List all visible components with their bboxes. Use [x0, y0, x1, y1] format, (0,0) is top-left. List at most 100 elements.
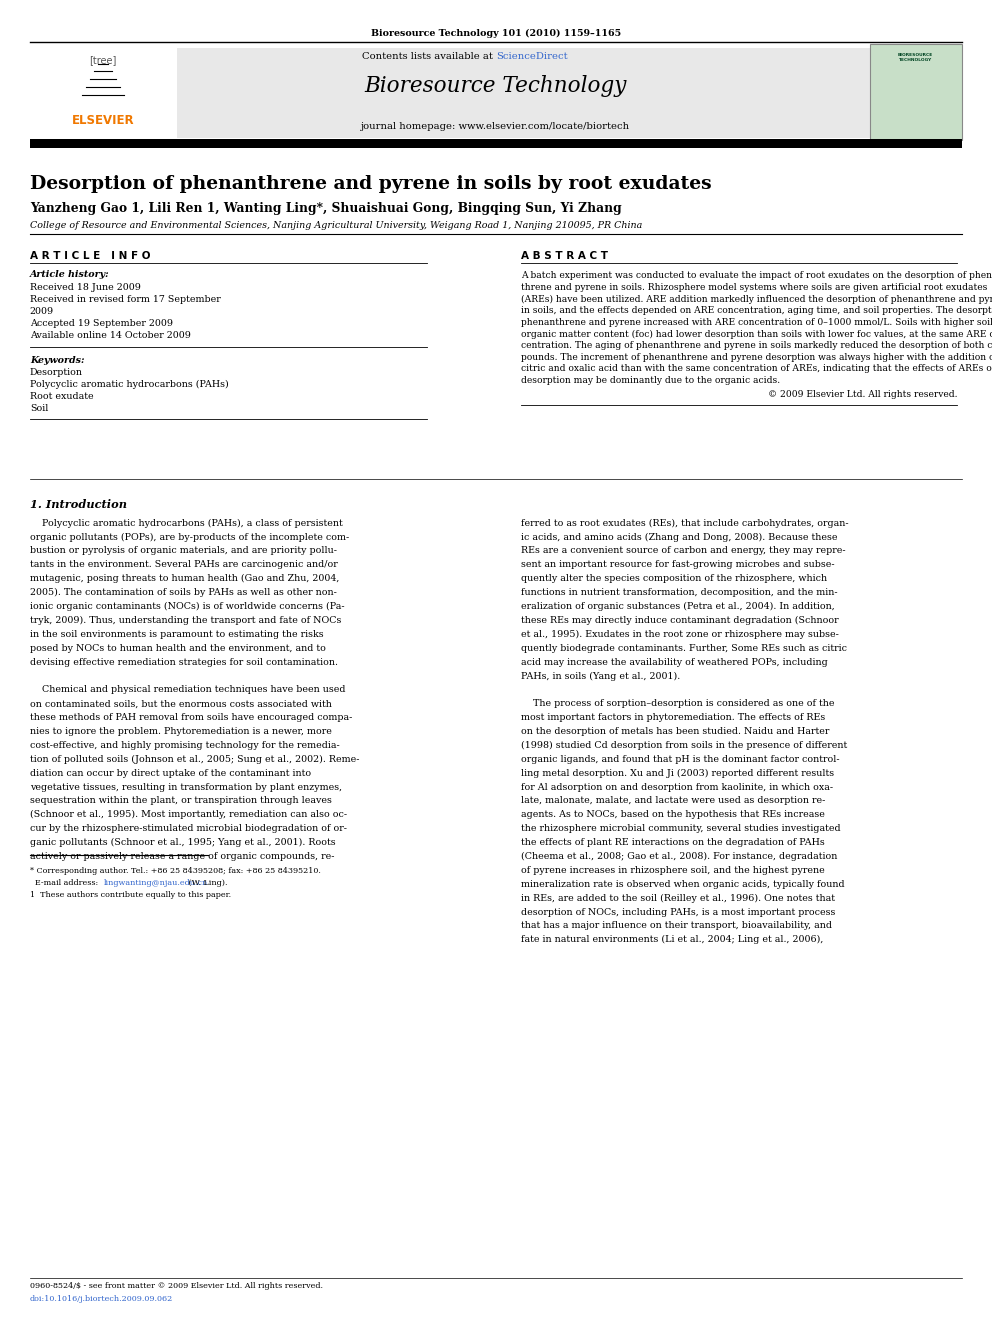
Text: in the soil environments is paramount to estimating the risks: in the soil environments is paramount to…	[30, 630, 323, 639]
Text: doi:10.1016/j.biortech.2009.09.062: doi:10.1016/j.biortech.2009.09.062	[30, 1295, 173, 1303]
Text: vegetative tissues, resulting in transformation by plant enzymes,: vegetative tissues, resulting in transfo…	[30, 782, 342, 791]
Text: organic pollutants (POPs), are by-products of the incomplete com-: organic pollutants (POPs), are by-produc…	[30, 532, 349, 541]
FancyBboxPatch shape	[30, 139, 962, 148]
Text: Bioresource Technology: Bioresource Technology	[365, 75, 627, 98]
Text: Available online 14 October 2009: Available online 14 October 2009	[30, 331, 190, 340]
Text: 2009: 2009	[30, 307, 54, 316]
Text: agents. As to NOCs, based on the hypothesis that REs increase: agents. As to NOCs, based on the hypothe…	[521, 810, 824, 819]
FancyBboxPatch shape	[30, 48, 177, 138]
Text: citric and oxalic acid than with the same concentration of AREs, indicating that: citric and oxalic acid than with the sam…	[521, 364, 992, 373]
Text: acid may increase the availability of weathered POPs, including: acid may increase the availability of we…	[521, 658, 827, 667]
Text: Keywords:: Keywords:	[30, 356, 84, 365]
Text: 1. Introduction: 1. Introduction	[30, 499, 127, 509]
Text: Desorption of phenanthrene and pyrene in soils by root exudates: Desorption of phenanthrene and pyrene in…	[30, 175, 711, 193]
Text: in REs, are added to the soil (Reilley et al., 1996). One notes that: in REs, are added to the soil (Reilley e…	[521, 893, 835, 902]
Text: cur by the rhizosphere-stimulated microbial biodegradation of or-: cur by the rhizosphere-stimulated microb…	[30, 824, 347, 833]
Text: Polycyclic aromatic hydrocarbons (PAHs): Polycyclic aromatic hydrocarbons (PAHs)	[30, 380, 228, 389]
Text: quently alter the species composition of the rhizosphere, which: quently alter the species composition of…	[521, 574, 827, 583]
Text: tryk, 2009). Thus, understanding the transport and fate of NOCs: tryk, 2009). Thus, understanding the tra…	[30, 615, 341, 624]
Text: for Al adsorption on and desorption from kaolinite, in which oxa-: for Al adsorption on and desorption from…	[521, 782, 833, 791]
Text: posed by NOCs to human health and the environment, and to: posed by NOCs to human health and the en…	[30, 643, 325, 652]
Text: the rhizosphere microbial community, several studies investigated: the rhizosphere microbial community, sev…	[521, 824, 840, 833]
Text: on the desorption of metals has been studied. Naidu and Harter: on the desorption of metals has been stu…	[521, 726, 829, 736]
Text: * Corresponding author. Tel.: +86 25 84395208; fax: +86 25 84395210.: * Corresponding author. Tel.: +86 25 843…	[30, 867, 320, 876]
Text: Yanzheng Gao 1, Lili Ren 1, Wanting Ling*, Shuaishuai Gong, Bingqing Sun, Yi Zha: Yanzheng Gao 1, Lili Ren 1, Wanting Ling…	[30, 202, 622, 216]
Text: ic acids, and amino acids (Zhang and Dong, 2008). Because these: ic acids, and amino acids (Zhang and Don…	[521, 532, 837, 541]
Text: these REs may directly induce contaminant degradation (Schnoor: these REs may directly induce contaminan…	[521, 615, 838, 624]
Text: (W. Ling).: (W. Ling).	[186, 878, 228, 888]
Text: Chemical and physical remediation techniques have been used: Chemical and physical remediation techni…	[30, 685, 345, 695]
Text: Bioresource Technology 101 (2010) 1159–1165: Bioresource Technology 101 (2010) 1159–1…	[371, 29, 621, 38]
Text: of pyrene increases in rhizosphere soil, and the highest pyrene: of pyrene increases in rhizosphere soil,…	[521, 865, 824, 875]
Text: on contaminated soils, but the enormous costs associated with: on contaminated soils, but the enormous …	[30, 699, 331, 708]
Text: A batch experiment was conducted to evaluate the impact of root exudates on the : A batch experiment was conducted to eval…	[521, 271, 992, 280]
Text: lingwanting@njau.edu.cn: lingwanting@njau.edu.cn	[104, 878, 208, 888]
Text: College of Resource and Environmental Sciences, Nanjing Agricultural University,: College of Resource and Environmental Sc…	[30, 221, 642, 230]
Text: ScienceDirect: ScienceDirect	[496, 52, 567, 61]
Text: sequestration within the plant, or transpiration through leaves: sequestration within the plant, or trans…	[30, 796, 331, 806]
Text: phenanthrene and pyrene increased with ARE concentration of 0–1000 mmol/L. Soils: phenanthrene and pyrene increased with A…	[521, 318, 992, 327]
Text: (AREs) have been utilized. ARE addition markedly influenced the desorption of ph: (AREs) have been utilized. ARE addition …	[521, 295, 992, 303]
Text: in soils, and the effects depended on ARE concentration, aging time, and soil pr: in soils, and the effects depended on AR…	[521, 306, 992, 315]
Text: tion of polluted soils (Johnson et al., 2005; Sung et al., 2002). Reme-: tion of polluted soils (Johnson et al., …	[30, 754, 359, 763]
Text: most important factors in phytoremediation. The effects of REs: most important factors in phytoremediati…	[521, 713, 825, 722]
Text: [tree]: [tree]	[89, 56, 117, 66]
Text: Received in revised form 17 September: Received in revised form 17 September	[30, 295, 220, 304]
Text: diation can occur by direct uptake of the contaminant into: diation can occur by direct uptake of th…	[30, 769, 310, 778]
Text: Received 18 June 2009: Received 18 June 2009	[30, 283, 141, 292]
Text: journal homepage: www.elsevier.com/locate/biortech: journal homepage: www.elsevier.com/locat…	[361, 122, 631, 131]
Text: ionic organic contaminants (NOCs) is of worldwide concerns (Pa-: ionic organic contaminants (NOCs) is of …	[30, 602, 344, 611]
Text: BIORESOURCE
TECHNOLOGY: BIORESOURCE TECHNOLOGY	[898, 53, 933, 62]
Text: et al., 1995). Exudates in the root zone or rhizosphere may subse-: et al., 1995). Exudates in the root zone…	[521, 630, 838, 639]
Text: these methods of PAH removal from soils have encouraged compa-: these methods of PAH removal from soils …	[30, 713, 352, 722]
Text: mutagenic, posing threats to human health (Gao and Zhu, 2004,: mutagenic, posing threats to human healt…	[30, 574, 339, 583]
Text: ELSEVIER: ELSEVIER	[71, 114, 135, 127]
Text: Article history:: Article history:	[30, 270, 109, 279]
Text: E-mail address:: E-mail address:	[30, 878, 100, 888]
Text: Polycyclic aromatic hydrocarbons (PAHs), a class of persistent: Polycyclic aromatic hydrocarbons (PAHs),…	[30, 519, 342, 528]
Text: functions in nutrient transformation, decomposition, and the min-: functions in nutrient transformation, de…	[521, 587, 837, 597]
Text: desorption may be dominantly due to the organic acids.: desorption may be dominantly due to the …	[521, 376, 780, 385]
Text: REs are a convenient source of carbon and energy, they may repre-: REs are a convenient source of carbon an…	[521, 546, 845, 556]
Text: A B S T R A C T: A B S T R A C T	[521, 251, 608, 262]
Text: that has a major influence on their transport, bioavailability, and: that has a major influence on their tran…	[521, 921, 832, 930]
Text: nies to ignore the problem. Phytoremediation is a newer, more: nies to ignore the problem. Phytoremedia…	[30, 726, 331, 736]
Text: tants in the environment. Several PAHs are carcinogenic and/or: tants in the environment. Several PAHs a…	[30, 560, 337, 569]
Text: the effects of plant RE interactions on the degradation of PAHs: the effects of plant RE interactions on …	[521, 837, 824, 847]
Text: eralization of organic substances (Petra et al., 2004). In addition,: eralization of organic substances (Petra…	[521, 602, 834, 611]
Text: devising effective remediation strategies for soil contamination.: devising effective remediation strategie…	[30, 658, 337, 667]
FancyBboxPatch shape	[870, 44, 962, 140]
Text: actively or passively release a range of organic compounds, re-: actively or passively release a range of…	[30, 852, 334, 861]
Text: organic matter content (foc) had lower desorption than soils with lower foc valu: organic matter content (foc) had lower d…	[521, 329, 992, 339]
Text: fate in natural environments (Li et al., 2004; Ling et al., 2006),: fate in natural environments (Li et al.,…	[521, 935, 823, 945]
FancyBboxPatch shape	[30, 48, 962, 138]
Text: 0960-8524/$ - see front matter © 2009 Elsevier Ltd. All rights reserved.: 0960-8524/$ - see front matter © 2009 El…	[30, 1282, 322, 1290]
Text: 1  These authors contribute equally to this paper.: 1 These authors contribute equally to th…	[30, 890, 231, 900]
Text: centration. The aging of phenanthrene and pyrene in soils markedly reduced the d: centration. The aging of phenanthrene an…	[521, 341, 992, 351]
Text: Desorption: Desorption	[30, 368, 82, 377]
Text: Soil: Soil	[30, 404, 49, 413]
Text: late, malonate, malate, and lactate were used as desorption re-: late, malonate, malate, and lactate were…	[521, 796, 825, 806]
Text: ganic pollutants (Schnoor et al., 1995; Yang et al., 2001). Roots: ganic pollutants (Schnoor et al., 1995; …	[30, 837, 335, 847]
Text: cost-effective, and highly promising technology for the remedia-: cost-effective, and highly promising tec…	[30, 741, 339, 750]
Text: bustion or pyrolysis of organic materials, and are priority pollu-: bustion or pyrolysis of organic material…	[30, 546, 336, 556]
Text: The process of sorption–desorption is considered as one of the: The process of sorption–desorption is co…	[521, 699, 834, 708]
Text: desorption of NOCs, including PAHs, is a most important process: desorption of NOCs, including PAHs, is a…	[521, 908, 835, 917]
Text: pounds. The increment of phenanthrene and pyrene desorption was always higher wi: pounds. The increment of phenanthrene an…	[521, 353, 992, 361]
Text: mineralization rate is observed when organic acids, typically found: mineralization rate is observed when org…	[521, 880, 844, 889]
Text: (Schnoor et al., 1995). Most importantly, remediation can also oc-: (Schnoor et al., 1995). Most importantly…	[30, 810, 347, 819]
Text: PAHs, in soils (Yang et al., 2001).: PAHs, in soils (Yang et al., 2001).	[521, 671, 681, 680]
Text: (1998) studied Cd desorption from soils in the presence of different: (1998) studied Cd desorption from soils …	[521, 741, 847, 750]
Text: ferred to as root exudates (REs), that include carbohydrates, organ-: ferred to as root exudates (REs), that i…	[521, 519, 848, 528]
Text: (Cheema et al., 2008; Gao et al., 2008). For instance, degradation: (Cheema et al., 2008; Gao et al., 2008).…	[521, 852, 837, 861]
Text: 2005). The contamination of soils by PAHs as well as other non-: 2005). The contamination of soils by PAH…	[30, 587, 336, 597]
Text: Accepted 19 September 2009: Accepted 19 September 2009	[30, 319, 173, 328]
Text: Root exudate: Root exudate	[30, 392, 93, 401]
Text: quently biodegrade contaminants. Further, Some REs such as citric: quently biodegrade contaminants. Further…	[521, 643, 847, 652]
Text: organic ligands, and found that pH is the dominant factor control-: organic ligands, and found that pH is th…	[521, 754, 839, 763]
Text: © 2009 Elsevier Ltd. All rights reserved.: © 2009 Elsevier Ltd. All rights reserved…	[768, 390, 957, 400]
Text: sent an important resource for fast-growing microbes and subse-: sent an important resource for fast-grow…	[521, 560, 834, 569]
Text: Contents lists available at: Contents lists available at	[362, 52, 496, 61]
Text: ling metal desorption. Xu and Ji (2003) reported different results: ling metal desorption. Xu and Ji (2003) …	[521, 769, 834, 778]
Text: threne and pyrene in soils. Rhizosphere model systems where soils are given arti: threne and pyrene in soils. Rhizosphere …	[521, 283, 987, 292]
